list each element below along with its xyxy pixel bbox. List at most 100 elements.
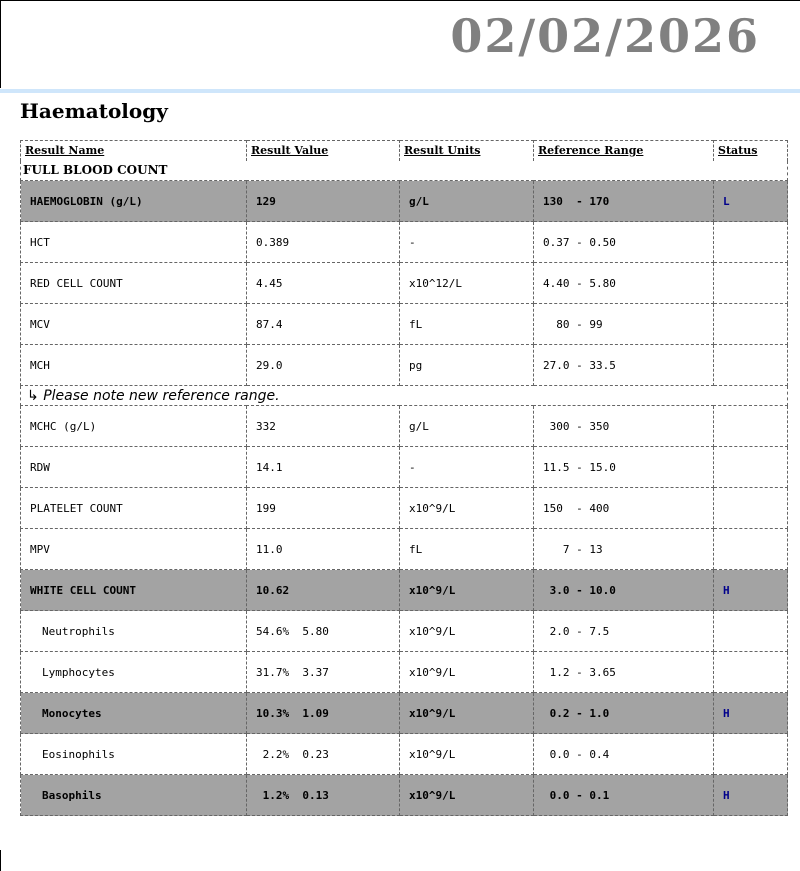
cell-value: 129 xyxy=(246,180,400,222)
cell-units: fL xyxy=(399,303,534,345)
cell-status xyxy=(713,528,788,570)
cell-range: 80 - 99 xyxy=(533,303,714,345)
cell-value: 87.4 xyxy=(246,303,400,345)
cell-status xyxy=(713,487,788,529)
cell-units: x10^9/L xyxy=(399,569,534,611)
cell-status: H xyxy=(713,774,788,816)
cell-value: 1.2% 0.13 xyxy=(246,774,400,816)
cell-range: 150 - 400 xyxy=(533,487,714,529)
table-row: RED CELL COUNT 4.45 x10^12/L 4.40 - 5.80 xyxy=(20,262,788,304)
cell-status xyxy=(713,262,788,304)
cell-units: x10^9/L xyxy=(399,487,534,529)
cell-status: H xyxy=(713,692,788,734)
cell-value: 54.6% 5.80 xyxy=(246,610,400,652)
cell-range: 3.0 - 10.0 xyxy=(533,569,714,611)
cell-name: RDW xyxy=(20,446,247,488)
cell-range: 300 - 350 xyxy=(533,405,714,447)
cell-units: x10^9/L xyxy=(399,692,534,734)
cell-value: 332 xyxy=(246,405,400,447)
cell-value: 29.0 xyxy=(246,344,400,386)
table-row: Neutrophils 54.6% 5.80 x10^9/L 2.0 - 7.5 xyxy=(20,610,788,652)
cell-status xyxy=(713,303,788,345)
cell-name: MCH xyxy=(20,344,247,386)
col-reference-range: Reference Range xyxy=(533,140,714,161)
cell-name: Neutrophils xyxy=(20,610,247,652)
table-row: HCT 0.389-0.37 - 0.50 xyxy=(20,221,788,263)
table-row: MCV 87.4 fL 80 - 99 xyxy=(20,303,788,345)
section-title: Haematology xyxy=(20,99,168,123)
cell-value: 11.0 xyxy=(246,528,400,570)
cell-range: 1.2 - 3.65 xyxy=(533,651,714,693)
cell-name: MCHC (g/L) xyxy=(20,405,247,447)
cell-name: RED CELL COUNT xyxy=(20,262,247,304)
cell-status xyxy=(713,405,788,447)
cell-name: Basophils xyxy=(20,774,247,816)
note-row: ↳ Please note new reference range. xyxy=(20,385,788,406)
table-row: PLATELET COUNT 199 x10^9/L 150 - 400 xyxy=(20,487,788,529)
table-row: RDW 14.1-11.5 - 15.0 xyxy=(20,446,788,488)
cell-status: H xyxy=(713,569,788,611)
cell-status xyxy=(713,610,788,652)
cell-name: WHITE CELL COUNT xyxy=(20,569,247,611)
cell-range: 0.0 - 0.1 xyxy=(533,774,714,816)
cell-status: L xyxy=(713,180,788,222)
cell-units: x10^9/L xyxy=(399,733,534,775)
cell-name: PLATELET COUNT xyxy=(20,487,247,529)
header-divider xyxy=(0,89,800,93)
col-result-name: Result Name xyxy=(20,140,247,161)
col-result-value: Result Value xyxy=(246,140,400,161)
cell-units: - xyxy=(399,446,534,488)
cell-value: 31.7% 3.37 xyxy=(246,651,400,693)
table-row: Monocytes 10.3% 1.09 x10^9/L 0.2 - 1.0 H xyxy=(20,692,788,734)
return-arrow-icon: ↳ xyxy=(27,387,39,404)
cell-range: 27.0 - 33.5 xyxy=(533,344,714,386)
cell-units: x10^9/L xyxy=(399,610,534,652)
col-result-units: Result Units xyxy=(399,140,534,161)
cell-name: Monocytes xyxy=(20,692,247,734)
cell-status xyxy=(713,344,788,386)
table-row: WHITE CELL COUNT 10.62 x10^9/L 3.0 - 10.0 H xyxy=(20,569,788,611)
cell-range: 7 - 13 xyxy=(533,528,714,570)
header-row: Result Name Result Value Result Units Re… xyxy=(20,140,788,161)
cell-range: 11.5 - 15.0 xyxy=(533,446,714,488)
cell-name: MPV xyxy=(20,528,247,570)
cell-value: 10.3% 1.09 xyxy=(246,692,400,734)
cell-value: 14.1 xyxy=(246,446,400,488)
cell-units: x10^9/L xyxy=(399,774,534,816)
cell-units: pg xyxy=(399,344,534,386)
cell-name: HCT xyxy=(20,221,247,263)
panel-row: FULL BLOOD COUNT xyxy=(20,160,788,181)
cell-units: - xyxy=(399,221,534,263)
cell-units: x10^9/L xyxy=(399,651,534,693)
cell-units: fL xyxy=(399,528,534,570)
cell-value: 4.45 xyxy=(246,262,400,304)
cell-value: 0.389 xyxy=(246,221,400,263)
cell-status xyxy=(713,733,788,775)
cell-name: Lymphocytes xyxy=(20,651,247,693)
table-row: HAEMOGLOBIN (g/L) 129 g/L 130 - 170 L xyxy=(20,180,788,222)
results-table: Result Name Result Value Result Units Re… xyxy=(20,140,788,816)
margin-line xyxy=(0,850,1,871)
note-text: Please note new reference range. xyxy=(43,387,280,404)
cell-value: 199 xyxy=(246,487,400,529)
table-row: Basophils 1.2% 0.13 x10^9/L 0.0 - 0.1 H xyxy=(20,774,788,816)
cell-value: 10.62 xyxy=(246,569,400,611)
cell-status xyxy=(713,651,788,693)
cell-range: 4.40 - 5.80 xyxy=(533,262,714,304)
cell-range: 0.2 - 1.0 xyxy=(533,692,714,734)
cell-units: g/L xyxy=(399,405,534,447)
cell-units: x10^12/L xyxy=(399,262,534,304)
table-row: Eosinophils 2.2% 0.23 x10^9/L 0.0 - 0.4 xyxy=(20,733,788,775)
panel-title: FULL BLOOD COUNT xyxy=(20,160,788,181)
table-row: Lymphocytes 31.7% 3.37 x10^9/L 1.2 - 3.65 xyxy=(20,651,788,693)
col-status: Status xyxy=(713,140,788,161)
cell-name: Eosinophils xyxy=(20,733,247,775)
report-header: 02/02/2026 xyxy=(0,0,800,88)
cell-status xyxy=(713,446,788,488)
table-row: MCHC (g/L) 332 g/L 300 - 350 xyxy=(20,405,788,447)
cell-status xyxy=(713,221,788,263)
cell-value: 2.2% 0.23 xyxy=(246,733,400,775)
table-row: MCH 29.0 pg 27.0 - 33.5 xyxy=(20,344,788,386)
cell-range: 130 - 170 xyxy=(533,180,714,222)
table-row: MPV 11.0 fL 7 - 13 xyxy=(20,528,788,570)
